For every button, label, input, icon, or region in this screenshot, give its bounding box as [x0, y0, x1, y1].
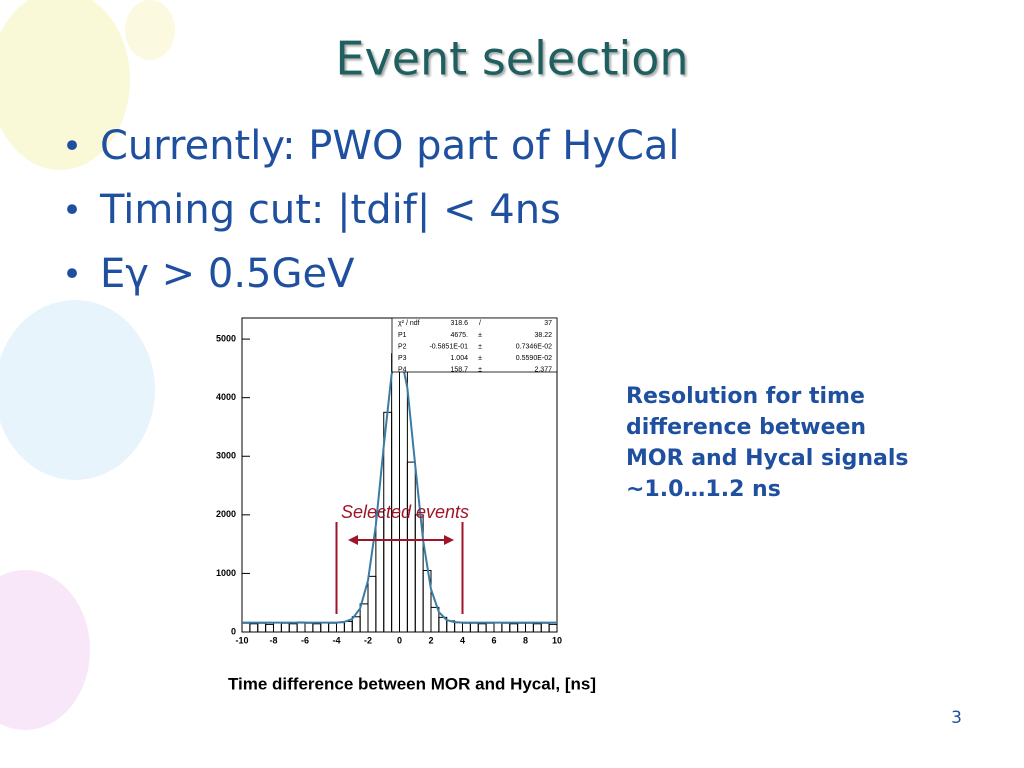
histogram-bar	[257, 622, 267, 633]
stats-cell: 0.7346E-02	[516, 343, 552, 350]
stats-cell: ±	[478, 332, 482, 339]
stats-cell: -0.5851E-01	[429, 343, 468, 350]
side-note-line: MOR and Hycal signals	[626, 446, 908, 471]
histogram-bar	[485, 622, 495, 633]
x-axis-label: Time difference between MOR and Hycal, […	[228, 674, 596, 693]
stats-cell: 158.7	[450, 366, 468, 373]
bullet-dot: •	[62, 255, 82, 295]
annotation: Selected events	[341, 502, 469, 522]
stats-cell: 4675.	[450, 332, 468, 339]
histogram-bar	[241, 622, 251, 633]
background-balloons	[0, 0, 175, 730]
x-tick-label: -4	[332, 635, 340, 645]
y-tick-label: 2000	[216, 509, 236, 519]
histogram-bar	[462, 622, 471, 633]
stats-cell: ±	[478, 343, 482, 350]
x-tick-label: -10	[235, 635, 248, 645]
histogram-bar	[399, 362, 408, 633]
histogram-bar	[280, 622, 290, 633]
histogram-bar	[493, 622, 503, 633]
x-tick-label: 2	[428, 635, 433, 645]
histogram-bar	[288, 623, 298, 633]
histogram-bar	[336, 622, 345, 633]
histogram-bar	[454, 622, 463, 633]
stats-cell: P4	[398, 366, 407, 373]
stats-cell: ±	[478, 366, 482, 373]
x-tick-label: -6	[301, 635, 309, 645]
histogram-bar	[375, 511, 385, 633]
stats-header: 37	[544, 320, 552, 327]
histogram-bar	[328, 622, 337, 633]
histogram-bar	[265, 623, 274, 633]
stats-cell: ±	[478, 355, 482, 362]
x-tick-label: 4	[460, 635, 465, 645]
x-tick-label: 6	[491, 635, 496, 645]
stats-cell: P3	[398, 355, 407, 362]
y-tick-label: 1000	[216, 568, 236, 578]
side-note-line: difference between	[626, 415, 866, 440]
x-tick-label: 10	[552, 635, 562, 645]
stats-header: /	[479, 320, 481, 327]
side-note-line: Resolution for time	[626, 384, 865, 409]
stats-cell: 2.377	[534, 366, 552, 373]
histogram-bar	[406, 461, 416, 633]
bullet-text: Timing cut: |tdif| < 4ns	[99, 187, 561, 233]
side-note: Resolution for time difference between MOR…	[626, 384, 908, 502]
bullet-dot: •	[62, 127, 82, 167]
histogram-bar	[525, 622, 534, 633]
histogram-bar	[273, 622, 282, 633]
histogram-bar	[359, 603, 369, 633]
histogram-bar	[351, 616, 361, 633]
x-tick-label: 0	[397, 635, 402, 645]
histogram-bar	[501, 622, 511, 633]
histogram-bar	[509, 623, 519, 633]
x-tick-label: -2	[364, 635, 372, 645]
histogram-bar	[469, 622, 479, 633]
y-tick-label: 3000	[216, 451, 236, 461]
stats-cell: P1	[398, 332, 407, 339]
histogram-bar	[249, 623, 259, 633]
histogram-bar	[548, 623, 558, 633]
bullet-text: Eγ > 0.5GeV	[100, 251, 355, 297]
histogram-bar	[383, 411, 393, 633]
side-note-line: ~1.0…1.2 ns	[626, 477, 781, 502]
histogram-bar	[477, 623, 487, 633]
page-number: 3	[951, 708, 962, 728]
slide-title: Event selection	[335, 32, 688, 86]
stats-box	[391, 317, 558, 373]
stats-cell: P2	[398, 343, 407, 350]
histogram-bar	[391, 353, 400, 633]
y-tick-label: 4000	[216, 392, 236, 402]
histogram-bar	[517, 622, 526, 633]
histogram-bar	[320, 622, 330, 633]
stats-header: χ² / ndf	[398, 320, 420, 327]
stats-header: 318.6	[450, 320, 468, 327]
bullet-dot: •	[62, 191, 82, 231]
histogram-bar	[532, 623, 542, 633]
stats-cell: 38.22	[534, 332, 552, 339]
histogram-bar	[312, 623, 322, 633]
y-tick-label: 5000	[216, 333, 236, 343]
histogram-bar	[540, 622, 550, 633]
bullet-text: Currently: PWO part of HyCal	[100, 123, 680, 169]
histogram-bar	[343, 620, 353, 633]
stats-cell: 1.004	[450, 355, 468, 362]
x-tick-label: 8	[523, 635, 528, 645]
chart: -10 -8 -6 -4 -2 0 2 4 6 8 10 0 1000 2000 3000 4000 5000 S…	[216, 317, 596, 693]
y-tick-label: 0	[231, 626, 236, 636]
x-tick-label: -8	[269, 635, 277, 645]
histogram-bar	[304, 622, 314, 633]
bullet-list: • Currently: PWO part of HyCal • Timing cut…	[62, 123, 680, 297]
stats-cell: 0.5590E-02	[516, 355, 552, 362]
histogram-bar	[367, 575, 377, 633]
